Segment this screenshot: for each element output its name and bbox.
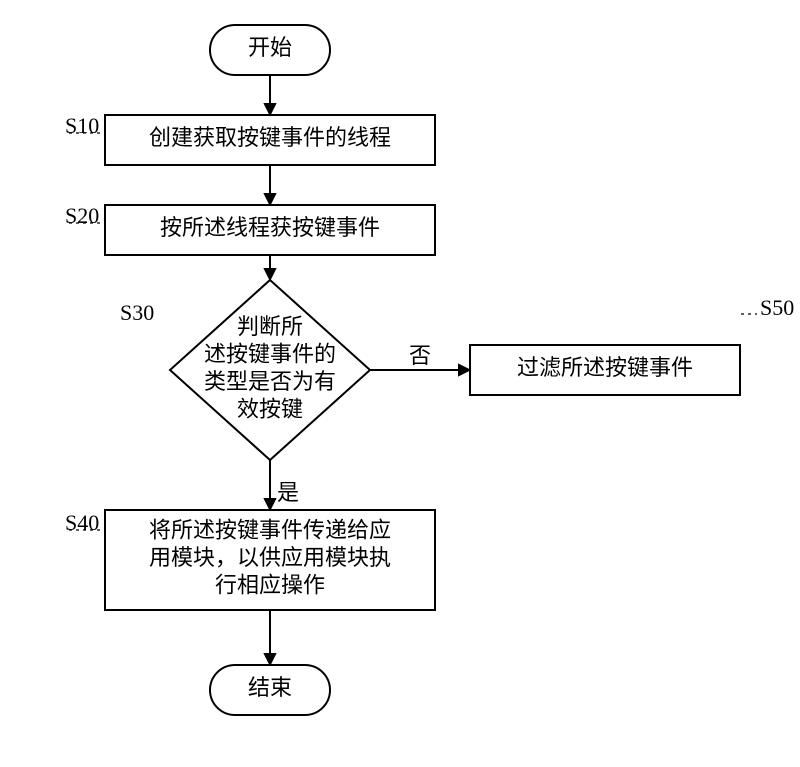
- node-label-s30-1: 述按键事件的: [204, 341, 336, 366]
- node-label-s40-2: 行相应操作: [215, 573, 325, 598]
- node-label-s10: 创建获取按键事件的线程: [149, 125, 391, 150]
- flowchart-svg: 开始创建获取按键事件的线程按所述线程获按键事件判断所述按键事件的类型是否为有效按…: [0, 0, 800, 762]
- node-label-end: 结束: [248, 675, 292, 700]
- node-label-s30-3: 效按键: [237, 396, 303, 421]
- edge-label-4: 否: [409, 343, 431, 368]
- node-label-s30-2: 类型是否为有: [204, 369, 336, 394]
- step-label-s20: S20: [65, 203, 99, 228]
- node-label-s30-0: 判断所: [237, 314, 303, 339]
- node-label-s40-1: 用模块，以供应用模块执: [149, 545, 391, 570]
- node-label-start: 开始: [248, 35, 292, 60]
- step-label-s50: S50: [760, 295, 794, 320]
- node-label-s40-0: 将所述按键事件传递给应: [149, 518, 391, 543]
- step-label-s10: S10: [65, 113, 99, 138]
- node-label-s50: 过滤所述按键事件: [517, 355, 693, 380]
- step-label-s30: S30: [120, 300, 154, 325]
- edge-label-3: 是: [277, 480, 299, 505]
- step-label-s40: S40: [65, 510, 99, 535]
- node-label-s20: 按所述线程获按键事件: [160, 215, 380, 240]
